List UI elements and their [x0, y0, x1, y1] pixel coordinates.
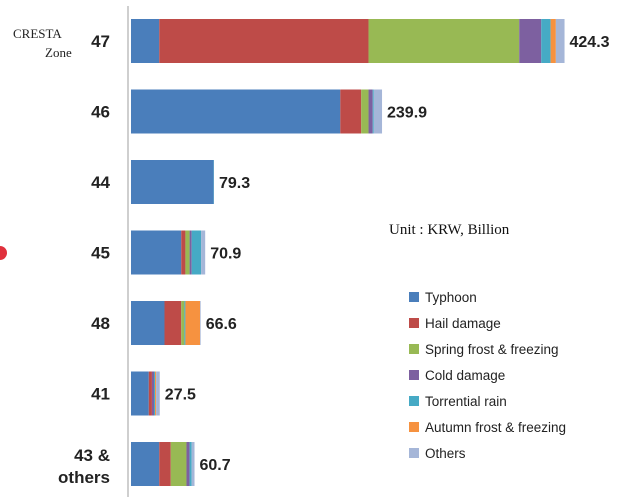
bar-segment-48-series-6 [200, 301, 201, 345]
bar-segment-48-series-4 [184, 301, 186, 345]
category-label: 41 [91, 385, 110, 404]
axis-label-cresta: CRESTA [13, 26, 62, 41]
total-label: 27.5 [165, 387, 196, 404]
bar-segment-45-series-4 [191, 230, 202, 275]
legend-label: Hail damage [425, 316, 501, 331]
bar-segment-46-series-6 [373, 89, 383, 134]
bar-segment-46-series-1 [340, 89, 362, 134]
total-label: 70.9 [210, 246, 241, 263]
bar-segment-47-series-3 [519, 19, 542, 63]
category-label: 44 [91, 173, 110, 192]
category-label: 43 & [74, 446, 110, 465]
bar-segment-46-series-2 [361, 89, 369, 134]
bar-segment-45-series-6 [201, 230, 206, 275]
legend-label: Autumn frost & freezing [425, 420, 566, 435]
bar-segment-47-series-4 [541, 19, 551, 63]
legend-swatch [409, 422, 419, 432]
legend-label: Cold damage [425, 368, 505, 383]
bar-segment-43-others-series-4 [189, 442, 192, 486]
axis-label-zone: Zone [45, 45, 72, 60]
bar-segment-47-series-0 [131, 19, 160, 63]
legend-label: Torrential rain [425, 394, 507, 409]
bar-segment-43-others-series-0 [131, 442, 160, 486]
bar-segment-44-series-0 [131, 160, 214, 204]
legend-swatch [409, 370, 419, 380]
total-labels: 424.3 239.9 79.3 70.9 66.6 27.5 60.7 [165, 34, 610, 474]
bars-group [131, 19, 565, 486]
unit-note: Unit : KRW, Billion [389, 222, 510, 238]
category-labels: 47 46 44 45 48 41 43 & others [58, 32, 111, 487]
total-label: 79.3 [219, 175, 250, 192]
bar-segment-46-series-0 [131, 89, 341, 134]
legend: Typhoon Hail damage Spring frost & freezin… [409, 290, 566, 461]
red-dot-marker [0, 246, 7, 260]
bar-segment-45-series-3 [189, 230, 192, 275]
bar-segment-47-series-6 [555, 19, 565, 63]
bar-segment-46-series-4 [372, 89, 374, 134]
bar-segment-43-others-series-1 [159, 442, 171, 486]
bar-segment-41-series-4 [154, 371, 156, 416]
bar-segment-41-series-6 [156, 371, 160, 416]
legend-label: Others [425, 446, 466, 461]
bar-segment-41-series-3 [151, 371, 155, 416]
bar-segment-48-series-1 [164, 301, 182, 345]
total-label: 60.7 [200, 457, 231, 474]
bar-segment-47-series-1 [159, 19, 369, 63]
bar-segment-43-others-series-3 [186, 442, 190, 486]
bar-segment-48-series-5 [185, 301, 201, 345]
total-label: 66.6 [206, 316, 237, 333]
legend-label: Spring frost & freezing [425, 342, 559, 357]
bar-segment-47-series-2 [368, 19, 520, 63]
legend-swatch [409, 344, 419, 354]
legend-swatch [409, 318, 419, 328]
bar-segment-46-series-3 [368, 89, 373, 134]
bar-segment-47-series-5 [550, 19, 556, 63]
legend-swatch [409, 448, 419, 458]
total-label: 424.3 [570, 34, 610, 51]
bar-segment-43-others-series-2 [170, 442, 187, 486]
bar-segment-43-others-series-6 [191, 442, 195, 486]
legend-label: Typhoon [425, 290, 477, 305]
category-label: 47 [91, 32, 110, 51]
bar-segment-48-series-0 [131, 301, 165, 345]
bar-segment-41-series-0 [131, 371, 149, 416]
category-label: 45 [91, 244, 110, 263]
bar-segment-45-series-0 [131, 230, 182, 275]
category-label: 48 [91, 314, 110, 333]
category-label: others [58, 468, 110, 487]
legend-swatch [409, 396, 419, 406]
bar-segment-45-series-2 [185, 230, 190, 275]
total-label: 239.9 [387, 105, 427, 122]
bar-segment-41-series-1 [148, 371, 152, 416]
bar-segment-45-series-1 [181, 230, 186, 275]
bar-segment-41-series-5 [155, 371, 157, 416]
bar-segment-48-series-2 [181, 301, 185, 345]
legend-swatch [409, 292, 419, 302]
category-label: 46 [91, 103, 110, 122]
